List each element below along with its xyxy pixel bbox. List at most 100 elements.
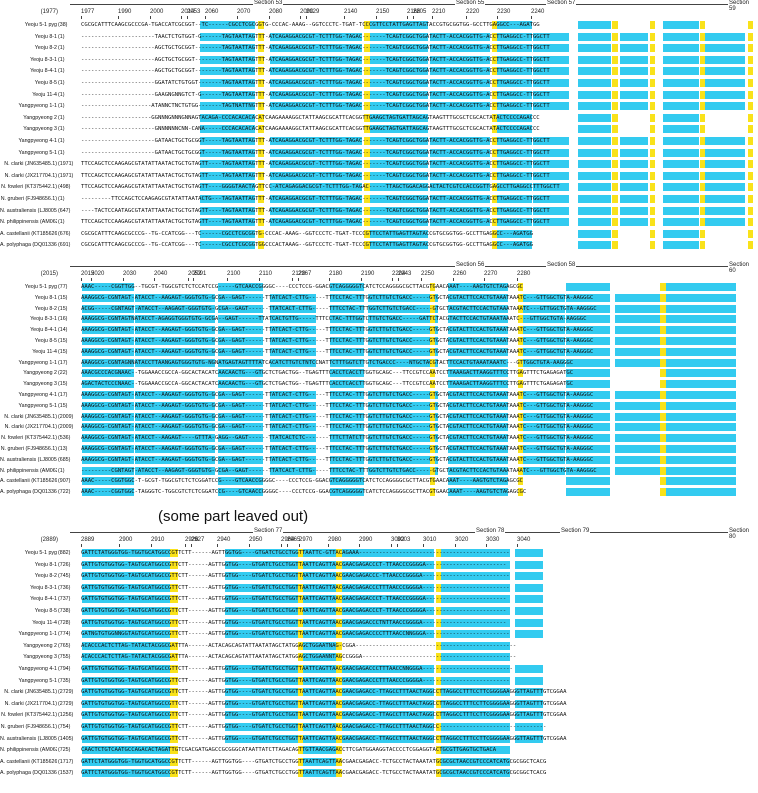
sequence-name: N. clarki (JX217704.1) — [4, 424, 57, 431]
consensus-highlight — [82, 583, 170, 592]
consensus-highlight — [342, 583, 434, 592]
position-label: 2950 — [249, 537, 263, 543]
consensus-highlight — [430, 195, 490, 203]
section-ruler: Section 56 Section 58 Section 60 — [0, 262, 758, 274]
alignment-block-1: Section 53 Section 55 Section 57 Section 59… — [0, 0, 758, 255]
identity-highlight — [170, 699, 178, 708]
sequence-residues: ----TACTCCAATAGCGTATATTAATACTGCTGTAGTT--… — [81, 207, 550, 214]
sequence-start-index: (1) — [58, 219, 65, 226]
consensus-highlight — [663, 171, 699, 180]
section-label: Section 79 — [560, 528, 591, 534]
position-tick — [531, 16, 532, 19]
position-tick — [81, 544, 82, 547]
identity-highlight — [748, 67, 753, 76]
consensus-highlight — [448, 293, 508, 302]
identity-highlight — [436, 665, 441, 673]
consensus-highlight — [200, 137, 255, 145]
sequence-residues: AAAGGCG-CGNTAGT-ATACCT--AAGAGT-GGGTGTG-G… — [81, 424, 594, 431]
sequence-residues: GATTGTGTGGTGG-TAGTGCATGGCCGTTCTT------AG… — [81, 677, 510, 684]
consensus-highlight — [663, 125, 699, 134]
consensus-highlight — [578, 241, 611, 250]
consensus-highlight — [533, 67, 569, 76]
identity-highlight — [170, 665, 178, 673]
position-label: 2060 — [205, 9, 219, 15]
consensus-highlight — [330, 391, 364, 399]
consensus-highlight — [225, 607, 299, 615]
sequence-residues: ----------------------GATAACTGCTGCGGT---… — [81, 149, 550, 156]
consensus-highlight — [200, 160, 255, 169]
consensus-highlight — [520, 326, 565, 335]
consensus-highlight — [368, 293, 438, 302]
identity-highlight — [430, 445, 435, 453]
consensus-highlight — [578, 55, 611, 64]
consensus-highlight — [520, 391, 565, 399]
sequence-name: N. clarki (JX217704.1) — [4, 172, 57, 179]
consensus-highlight — [82, 769, 170, 778]
sequence-residues: GATTGTGTGGTGG-TAGTGCATGGCCGTTCTT------AG… — [81, 689, 567, 696]
consensus-highlight — [82, 358, 134, 367]
identity-highlight — [298, 688, 303, 697]
consensus-highlight — [520, 358, 565, 367]
position-tick — [359, 544, 360, 547]
identity-highlight — [650, 79, 655, 87]
identity-highlight — [660, 347, 666, 356]
consensus-highlight — [578, 21, 611, 29]
consensus-highlight — [218, 293, 263, 302]
consensus-highlight — [225, 630, 299, 639]
consensus-highlight — [515, 665, 543, 673]
sequence-name: Yeoju 8-5 — [34, 608, 57, 614]
consensus-highlight — [135, 445, 215, 453]
alignment-row: N. fowleri (KT375442.1) (498) TTCCAGCTCCAA… — [0, 182, 758, 192]
identity-highlight — [518, 369, 523, 378]
sequence-start-index: (17) — [58, 359, 68, 366]
identity-highlight — [748, 160, 753, 169]
consensus-highlight — [566, 477, 610, 486]
position-tick — [299, 544, 300, 547]
identity-highlight — [492, 241, 497, 250]
identity-highlight — [660, 358, 666, 367]
consensus-highlight — [663, 90, 699, 99]
consensus-highlight — [270, 137, 362, 145]
consensus-highlight — [218, 455, 263, 464]
sequence-residues: AAAGGCG-CGNTAGT-ATACCT--AAGAGT-GGGTGTG-G… — [81, 327, 594, 334]
identity-highlight — [748, 21, 753, 29]
identity-highlight — [612, 241, 618, 250]
block-start-position: (2889) — [40, 537, 58, 543]
consensus-highlight — [620, 44, 648, 53]
identity-highlight — [700, 32, 705, 41]
identity-highlight — [298, 618, 303, 627]
alignment-row: Yangpyeong 3 (1) ----------------------GNN… — [0, 124, 758, 134]
consensus-highlight — [82, 401, 134, 410]
consensus-highlight — [82, 595, 170, 604]
position-label: 2250 — [421, 271, 435, 277]
alignment-row: Yeoju 8-5 (15) AAAGGCG-CGNTAGT-ATACCT--AAG… — [0, 336, 758, 346]
identity-highlight — [492, 160, 497, 169]
identity-highlight — [492, 32, 497, 41]
sequence-residues: GATTGTGTGGTGG-TAGTGCATGGCCGTTCTT------AG… — [81, 596, 507, 603]
identity-highlight — [700, 160, 705, 169]
consensus-highlight — [705, 79, 745, 87]
consensus-highlight — [430, 183, 490, 192]
sequence-start-index: (15) — [58, 348, 68, 355]
sequence-residues: GATTGTGTGGTGG-TAGTGCATGGCCGTTCTT------AG… — [81, 584, 510, 591]
consensus-highlight — [566, 326, 610, 335]
sequence-start-index: (15) — [58, 305, 68, 312]
identity-highlight — [170, 653, 178, 662]
identity-highlight — [364, 229, 370, 238]
position-tick — [81, 16, 82, 19]
consensus-highlight — [448, 369, 508, 378]
identity-highlight — [170, 723, 178, 731]
consensus-highlight — [270, 423, 316, 432]
position-label: 2110 — [259, 271, 272, 277]
consensus-highlight — [520, 293, 565, 302]
identity-highlight — [336, 769, 342, 778]
position-label: 2940 — [217, 537, 231, 543]
sequence-residues: AAAGGCG-CGNTAGT-ATACCT--AAGAGT-GGGTGTG-G… — [81, 446, 594, 452]
consensus-highlight — [663, 44, 699, 53]
consensus-highlight — [135, 412, 215, 421]
consensus-highlight — [330, 293, 364, 302]
sequence-residues: ---------CGNTAGT-ATACCT--AAGAGT-GGGTGTG-… — [81, 467, 597, 474]
position-label: 2014 — [181, 9, 195, 15]
sequence-name: Yangpyeong 2 — [23, 370, 57, 377]
identity-highlight — [364, 113, 370, 122]
